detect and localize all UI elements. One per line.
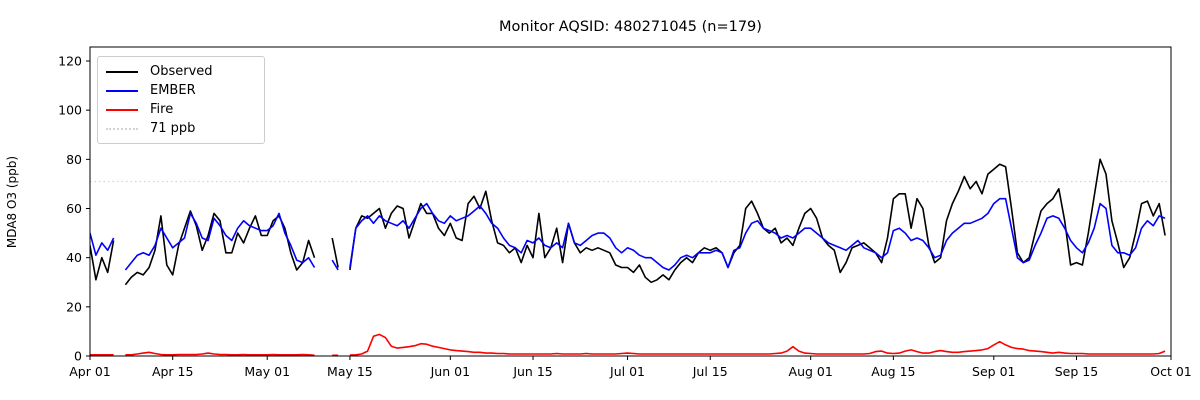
chart-legend: Observed EMBER Fire 71 ppb (97, 56, 265, 144)
x-tick-label: Jun 15 (512, 364, 552, 379)
legend-line-sample (106, 89, 138, 92)
y-tick-label: 20 (66, 299, 82, 314)
x-tick-label: May 01 (244, 364, 290, 379)
x-tick-label: Jun 01 (430, 364, 470, 379)
legend-label: EMBER (150, 83, 196, 98)
x-tick-label: Aug 15 (871, 364, 915, 379)
x-tick-label: Oct 01 (1150, 364, 1192, 379)
y-tick-label: 80 (66, 152, 82, 167)
y-tick-label: 100 (58, 103, 82, 118)
chart-title: Monitor AQSID: 480271045 (n=179) (499, 19, 762, 35)
series-line-observed (90, 158, 1166, 286)
x-tick-label: May 15 (327, 364, 373, 379)
x-tick-label: Aug 01 (789, 364, 833, 379)
legend-item-71-ppb: 71 ppb (106, 119, 258, 138)
series-line-fire (90, 333, 1166, 356)
x-tick-label: Sep 15 (1055, 364, 1098, 379)
legend-label: Observed (150, 64, 213, 79)
legend-item-ember: EMBER (106, 81, 258, 100)
legend-line-sample (106, 127, 138, 130)
axes-frame (89, 46, 1172, 357)
x-tick-label: Sep 01 (972, 364, 1015, 379)
legend-label: 71 ppb (150, 121, 196, 136)
y-tick-label: 0 (74, 349, 82, 364)
y-tick-label: 60 (66, 201, 82, 216)
series-line-ember (90, 197, 1166, 271)
x-tick-label: Jul 15 (692, 364, 728, 379)
legend-label: Fire (150, 102, 174, 117)
x-tick-label: Jul 01 (609, 364, 645, 379)
y-tick-label: 120 (58, 54, 82, 69)
x-tick-label: Apr 01 (69, 364, 111, 379)
legend-line-sample (106, 70, 138, 73)
x-tick-label: Apr 15 (152, 364, 194, 379)
legend-item-fire: Fire (106, 100, 258, 119)
y-tick-label: 40 (66, 250, 82, 265)
legend-line-sample (106, 108, 138, 111)
legend-item-observed: Observed (106, 62, 258, 81)
